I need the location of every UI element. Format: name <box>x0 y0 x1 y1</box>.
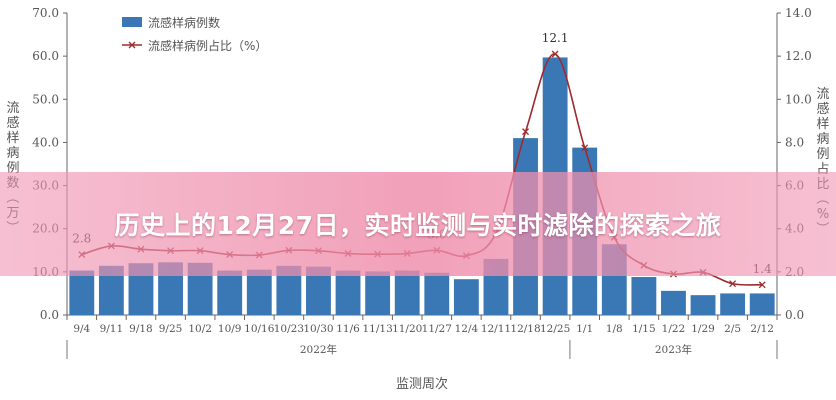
year-group-label: 2022年 <box>300 343 337 356</box>
x-tick-label: 9/11 <box>100 323 124 335</box>
bar <box>631 277 657 315</box>
x-tick-label: 11/27 <box>422 323 452 335</box>
left-tick-label: 60.0 <box>32 49 59 63</box>
left-tick-label: 40.0 <box>32 135 59 149</box>
bar <box>365 271 391 315</box>
left-axis-title-char: 样 <box>6 131 19 146</box>
x-tick-label: 1/8 <box>606 323 623 335</box>
left-tick-label: 70.0 <box>32 6 59 20</box>
right-axis-title-char: 病 <box>816 132 829 147</box>
x-tick-label: 10/16 <box>244 323 275 335</box>
bar <box>661 290 686 315</box>
title-banner: 历史上的12月27日，实时监测与实时滤除的探索之旅 <box>0 172 836 276</box>
x-tick-label: 12/18 <box>510 323 540 335</box>
bar <box>69 270 95 315</box>
bar <box>394 270 420 315</box>
x-tick-label: 1/15 <box>632 323 656 335</box>
line-point <box>758 281 766 289</box>
banner-title: 历史上的12月27日，实时监测与实时滤除的探索之旅 <box>114 211 722 240</box>
left-axis-title-char: 流 <box>6 101 19 116</box>
line-point <box>729 280 737 288</box>
x-tick-label: 12/25 <box>540 323 570 335</box>
x-tick-label: 10/9 <box>218 323 242 335</box>
right-axis-title-char: 流 <box>816 87 829 102</box>
right-axis-title-char: 感 <box>816 101 829 117</box>
x-axis-title: 监测周次 <box>396 376 448 392</box>
right-tick-label: 12.0 <box>785 49 812 63</box>
right-tick-label: 8.0 <box>785 135 804 149</box>
x-tick-label: 1/29 <box>691 323 715 335</box>
right-tick-label: 0.0 <box>785 308 804 322</box>
line-point <box>551 50 559 58</box>
x-tick-label: 10/30 <box>303 323 333 335</box>
x-tick-label: 2/12 <box>750 323 774 335</box>
bar <box>690 295 716 315</box>
bar <box>246 269 272 315</box>
x-tick-label: 12/4 <box>455 323 479 335</box>
right-tick-label: 10.0 <box>785 92 812 106</box>
x-tick-label: 11/13 <box>362 323 392 335</box>
data-label: 12.1 <box>542 31 569 45</box>
right-axis-title-char: 样 <box>816 117 829 132</box>
legend-label-bar: 流感样病例数 <box>148 15 220 30</box>
x-tick-label: 9/18 <box>129 323 153 335</box>
x-tick-label: 1/1 <box>576 323 593 335</box>
line-point <box>522 128 530 136</box>
legend-label-line: 流感样病例占比（%） <box>148 38 267 53</box>
right-axis-title-char: 例 <box>816 147 829 162</box>
x-tick-label: 12/11 <box>481 323 511 335</box>
bar <box>453 279 479 315</box>
bar <box>720 293 746 315</box>
left-tick-label: 50.0 <box>32 92 59 106</box>
bar <box>217 270 243 315</box>
x-tick-label: 9/4 <box>73 323 90 335</box>
left-tick-label: 0.0 <box>40 308 59 322</box>
line-point <box>581 144 589 152</box>
x-tick-label: 2/5 <box>724 323 741 335</box>
x-tick-label: 10/23 <box>274 323 304 335</box>
x-tick-label: 11/20 <box>392 323 422 335</box>
right-tick-label: 14.0 <box>785 6 812 20</box>
left-axis-title-char: 感 <box>6 115 19 131</box>
x-tick-label: 1/22 <box>662 323 686 335</box>
legend-marker-line <box>128 41 136 49</box>
bar <box>424 272 450 315</box>
x-tick-label: 10/2 <box>188 323 212 335</box>
left-axis-title-char: 病 <box>6 146 19 161</box>
year-group-label: 2023年 <box>655 343 692 356</box>
x-tick-label: 9/25 <box>159 323 183 335</box>
bar <box>749 293 775 315</box>
legend-swatch-bar <box>122 17 142 27</box>
bar <box>335 270 361 315</box>
x-tick-label: 11/6 <box>336 323 360 335</box>
